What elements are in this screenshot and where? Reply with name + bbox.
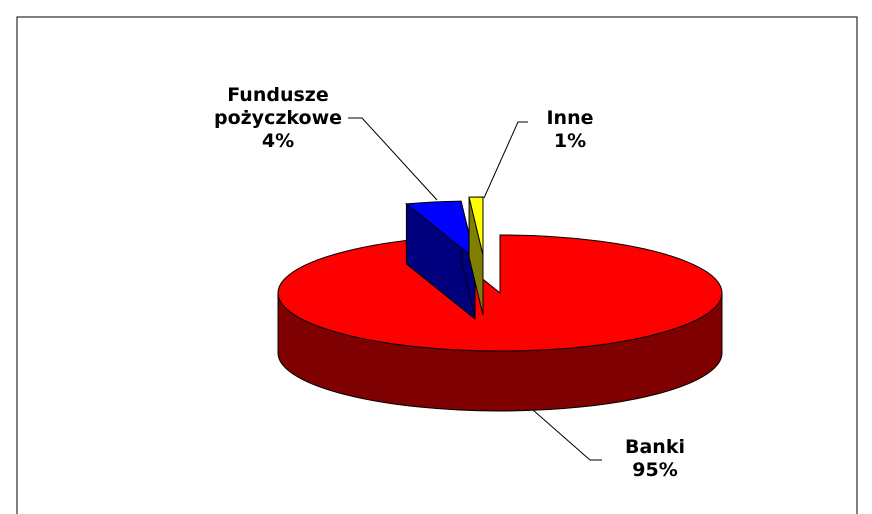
leader-line [483, 121, 528, 199]
slice-label: Inne 1% [520, 107, 620, 153]
slice-label: Fundusze pożyczkowe 4% [190, 84, 366, 153]
pie [277, 196, 723, 412]
category-label: Fundusze pożyczkowe [213, 84, 343, 129]
chart-frame [16, 16, 858, 514]
value-label: 4% [261, 130, 295, 152]
slice-label: Banki 95% [600, 436, 710, 482]
category-label: Banki [625, 436, 685, 458]
value-label: 95% [632, 459, 678, 481]
value-label: 1% [553, 130, 587, 152]
category-label: Inne [546, 107, 594, 129]
pie-slice [277, 234, 723, 352]
leader-line [532, 409, 602, 461]
leader-line [348, 117, 438, 201]
pie-slice [468, 196, 484, 256]
pie-slice [405, 200, 476, 261]
